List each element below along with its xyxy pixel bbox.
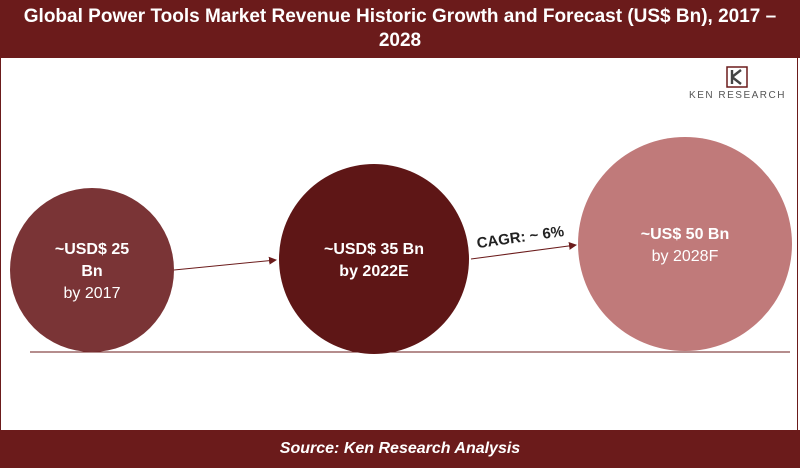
bubble-2017-label-year: by 2017: [64, 285, 121, 302]
growth-arrow-2022-2028: [470, 241, 577, 260]
chart-title: Global Power Tools Market Revenue Histor…: [23, 6, 777, 51]
growth-arrow-2017-2022: [173, 256, 277, 271]
bubble-2022-label-year: by 2022E: [339, 263, 409, 280]
logo-text: KEN RESEARCH: [689, 90, 786, 101]
bubble-2028-label-value: ~US$ 50 Bn: [641, 226, 729, 243]
bubble-2028: [578, 137, 792, 351]
ken-research-logo-icon: [726, 66, 748, 88]
bubble-2022-label-value: ~USD$ 35 Bn: [324, 241, 424, 258]
title-banner: Global Power Tools Market Revenue Histor…: [0, 0, 800, 58]
bubble-2022: [279, 164, 469, 354]
source-banner: Source: Ken Research Analysis: [0, 430, 800, 468]
source-note: Source: Ken Research Analysis: [279, 440, 521, 457]
bubble-2017: [10, 188, 174, 352]
bubble-chart: ~USD$ 25 Bn by 2017 ~USD$ 35 Bn by 2022E…: [10, 137, 792, 354]
ken-research-logo: KEN RESEARCH: [680, 64, 795, 106]
bubble-2017-label-value: ~USD$ 25: [55, 241, 129, 258]
bubble-2028-label-year: by 2028F: [652, 248, 719, 265]
bubble-2017-label-unit: Bn: [81, 263, 102, 280]
cagr-annotation: CAGR: ~ 6%: [476, 223, 565, 252]
